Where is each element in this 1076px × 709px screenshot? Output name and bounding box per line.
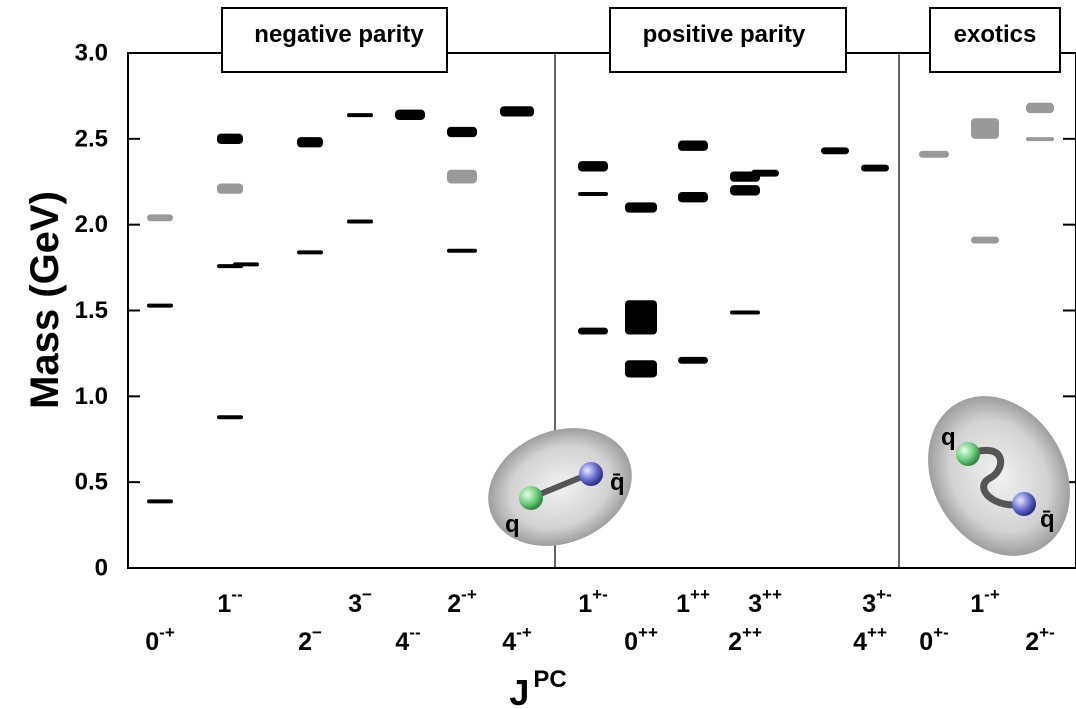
x-tick-label: 3+-: [862, 585, 892, 618]
x-tick-labels: 0-+ 1-- 2− 3− 4-- 2-+ 4-+ 1+- 0++ 1++ 2++ 3++ 4++ 3+-…: [145, 585, 1055, 656]
mass-state-bar: [147, 303, 173, 308]
y-axis-ticks: 0 0.5 1.0 1.5 2.0 2.5 3.0: [75, 40, 1076, 582]
mass-state-bar: [821, 147, 849, 155]
x-tick-label: 4++: [853, 623, 887, 656]
mass-state-bar: [1026, 102, 1054, 114]
region-label-box-positive: positive parity: [609, 7, 847, 73]
x-axis-title: J PC: [509, 666, 566, 709]
x-tick-label: 2-+: [447, 585, 477, 618]
x-tick-label: 0-+: [145, 623, 175, 656]
mass-state-bar: [578, 192, 608, 197]
mass-state-bar: [297, 137, 323, 148]
mass-state-bar: [147, 214, 173, 222]
mass-state-bar: [971, 118, 999, 139]
mass-state-bar: [447, 126, 477, 138]
x-tick-label: 0+-: [919, 623, 949, 656]
region-label-negative: negative parity: [254, 21, 424, 48]
x-tick-label: 3++: [748, 585, 782, 618]
mass-state-bar: [347, 219, 373, 224]
mass-state-bar: [217, 133, 243, 144]
region-label-exotics: exotics: [954, 21, 1037, 48]
mass-state-bar: [147, 499, 173, 504]
y-tick-label: 3.0: [75, 40, 108, 67]
y-tick-label: 0.5: [75, 469, 108, 496]
quark-label: q: [505, 511, 520, 538]
hybrid-quark-ball: [956, 442, 980, 466]
x-tick-label: 2++: [728, 623, 762, 656]
mass-state-bar: [730, 310, 760, 315]
y-tick-label: 2.0: [75, 211, 108, 238]
x-axis-title-main: J: [509, 672, 529, 709]
x-tick-label: 2−: [298, 623, 322, 656]
quark-ball: [519, 486, 543, 510]
mass-state-bar: [500, 106, 534, 117]
hybrid-bag: [928, 396, 1070, 556]
mass-state-bar: [217, 415, 243, 420]
x-tick-label: 1-+: [970, 585, 1000, 618]
x-tick-label: 1+-: [578, 585, 608, 618]
antiquark-label: q̄: [610, 469, 625, 496]
region-label-box-exotics: exotics: [929, 7, 1061, 73]
x-tick-label: 3−: [348, 585, 372, 618]
x-tick-label: 4-+: [502, 623, 532, 656]
mass-state-bar: [625, 360, 657, 378]
mass-state-bar: [678, 140, 708, 151]
y-tick-label: 1.0: [75, 383, 108, 410]
x-tick-label: 1++: [676, 585, 710, 618]
x-tick-label: 2+-: [1025, 623, 1055, 656]
mass-state-bar: [625, 300, 657, 335]
region-label-box-negative: negative parity: [221, 7, 448, 73]
region-label-positive: positive parity: [643, 21, 806, 48]
mass-state-bar: [861, 164, 889, 172]
y-tick-label: 1.5: [75, 297, 108, 324]
hybrid-quark-label: q: [941, 424, 956, 451]
hybrid-inset-illustration: q q̄: [928, 396, 1070, 556]
mass-state-bar: [678, 356, 708, 364]
hybrid-antiquark-label: q̄: [1040, 506, 1055, 533]
excited-string: [964, 446, 1028, 509]
x-tick-label: 0++: [624, 623, 658, 656]
y-tick-label: 2.5: [75, 125, 108, 152]
hybrid-antiquark-ball: [1012, 492, 1036, 516]
mass-state-bar: [971, 236, 999, 244]
mass-state-bar: [447, 169, 477, 184]
mass-state-bar: [297, 250, 323, 255]
mass-state-bar: [347, 113, 373, 118]
antiquark-ball: [579, 462, 603, 486]
mass-state-bar: [919, 150, 949, 158]
mass-state-bar: [447, 248, 477, 253]
y-axis-title: Mass (GeV): [23, 191, 67, 409]
mass-state-bar: [578, 327, 608, 335]
y-tick-label: 0: [95, 555, 108, 582]
x-tick-label: 1--: [217, 585, 242, 618]
mass-state-bar: [1026, 137, 1054, 142]
mass-state-bar: [625, 202, 657, 213]
mass-state-bar: [578, 161, 608, 172]
mass-states: [147, 102, 1054, 504]
mass-state-bar: [395, 109, 425, 120]
x-axis-title-sup: PC: [533, 666, 566, 693]
mass-state-bar: [751, 169, 779, 177]
mass-state-bar: [730, 185, 760, 196]
mass-state-bar: [217, 183, 243, 194]
mass-state-bar: [217, 264, 243, 269]
mass-state-bar: [678, 192, 708, 203]
x-tick-label: 4--: [395, 623, 420, 656]
meson-inset-illustration: q q̄: [488, 428, 632, 546]
